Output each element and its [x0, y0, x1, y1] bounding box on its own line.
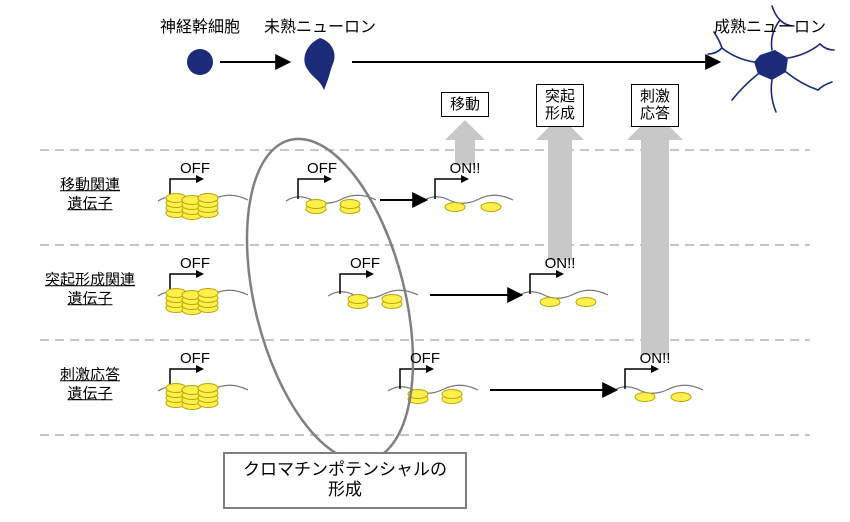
chromatin-potential-box: クロマチンポテンシャルの 形成: [223, 452, 467, 509]
state-r3-c2: OFF: [410, 350, 440, 367]
stage-box-neurite-l1: 突起: [545, 88, 575, 105]
state-r2-c3: ON!!: [545, 255, 576, 272]
stem-cell-shape: [187, 49, 213, 75]
label-mature-neuron: 成熟ニューロン: [714, 13, 826, 37]
gene-row-3: [158, 365, 703, 410]
stage-box-stimulus-l2: 応答: [640, 105, 670, 122]
row-label-migration-genes: 移動関連 遺伝子: [60, 176, 120, 214]
state-r1-c2: OFF: [307, 160, 337, 177]
row-label-3b: 遺伝子: [68, 385, 113, 402]
state-r3-c3: ON!!: [640, 350, 671, 367]
label-stem-cell: 神経幹細胞: [160, 13, 240, 37]
state-r1-c1: OFF: [180, 160, 210, 177]
stage-box-neurite: 突起 形成: [536, 84, 584, 127]
chromatin-potential-l1: クロマチンポテンシャルの: [243, 460, 447, 479]
row-label-2a: 突起形成関連: [45, 271, 135, 288]
diagram-svg: [0, 0, 850, 522]
label-immature-neuron: 未熟ニューロン: [264, 13, 376, 37]
state-r3-c1: OFF: [180, 350, 210, 367]
stage-box-migration: 移動: [441, 92, 489, 117]
state-r2-c2: OFF: [350, 255, 380, 272]
stage-box-stimulus: 刺激 応答: [631, 84, 679, 127]
row-label-1b: 遺伝子: [68, 195, 113, 212]
stage-box-stimulus-l1: 刺激: [640, 88, 670, 105]
row-label-1a: 移動関連: [60, 176, 120, 193]
stage-box-migration-l1: 移動: [450, 96, 480, 113]
stage-box-neurite-l2: 形成: [545, 105, 575, 122]
immature-neuron-shape: [304, 38, 334, 90]
chromatin-potential-l2: 形成: [328, 480, 362, 499]
row-label-neurite-genes: 突起形成関連 遺伝子: [45, 271, 135, 309]
row-label-3a: 刺激応答: [60, 366, 120, 383]
row-label-stimulus-genes: 刺激応答 遺伝子: [60, 366, 120, 404]
state-r2-c1: OFF: [180, 255, 210, 272]
gene-row-1: [158, 175, 513, 220]
gene-row-2: [158, 270, 608, 315]
row-label-2b: 遺伝子: [68, 290, 113, 307]
state-r1-c3: ON!!: [450, 160, 481, 177]
stage-arrows: [445, 112, 683, 355]
